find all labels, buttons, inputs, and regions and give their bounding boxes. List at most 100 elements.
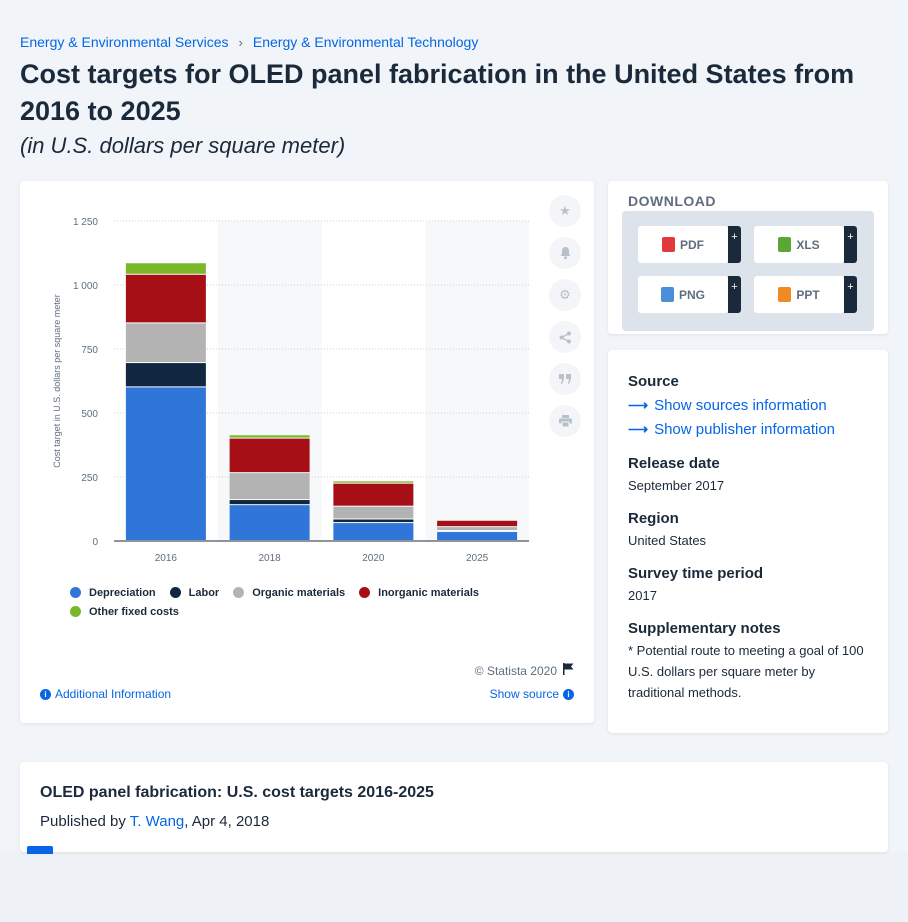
breadcrumb-item-technology[interactable]: Energy & Environmental Technology — [252, 34, 479, 50]
author-link[interactable]: T. Wang — [129, 813, 185, 830]
legend-dot — [359, 587, 371, 598]
share-icon[interactable] — [549, 321, 581, 353]
download-pdf-plus[interactable]: + — [728, 226, 741, 263]
arrow-right-icon: ⟶ — [628, 397, 649, 413]
download-png-plus[interactable]: + — [728, 276, 741, 313]
x-tick-label: 2016 — [155, 553, 178, 561]
page-subtitle: (in U.S. dollars per square meter) — [20, 133, 346, 158]
show-sources-label: Show sources information — [654, 397, 827, 414]
published-by-label: Published by — [40, 813, 130, 830]
legend-item[interactable]: Labor — [169, 586, 220, 599]
breadcrumb: Energy & Environmental Services › Energy… — [20, 34, 478, 50]
arrow-right-icon: ⟶ — [628, 421, 649, 437]
y-tick-label: 0 — [92, 537, 98, 548]
publication-title[interactable]: OLED panel fabrication: U.S. cost target… — [40, 784, 434, 801]
column-shade — [425, 221, 529, 541]
bar-segment-organic-materials — [125, 323, 206, 363]
legend-label: Other fixed costs — [89, 605, 179, 618]
legend-item[interactable]: Depreciation — [70, 586, 156, 599]
bell-icon[interactable] — [549, 237, 581, 269]
publication-thumbnail — [27, 846, 53, 854]
download-ppt-label: PPT — [796, 287, 820, 302]
legend-label: Labor — [188, 586, 220, 599]
bar-segment-labor — [229, 500, 310, 505]
print-icon[interactable] — [549, 405, 581, 437]
bar-segment-other-fixed-costs — [125, 263, 206, 274]
publication-card: OLED panel fabrication: U.S. cost target… — [20, 762, 888, 852]
info-icon: i — [40, 688, 51, 700]
survey-period-value: 2017 — [628, 588, 657, 603]
additional-information-link[interactable]: i Additional Information — [40, 687, 171, 701]
bottom-band — [0, 852, 908, 922]
y-tick-label: 250 — [81, 473, 98, 484]
download-ppt-button[interactable]: PPT — [754, 276, 844, 313]
pdf-file-icon — [662, 237, 675, 252]
png-file-icon — [660, 287, 674, 302]
x-tick-label: 2020 — [362, 553, 385, 561]
region-label: Region — [628, 510, 679, 527]
star-icon[interactable]: ★ — [549, 195, 581, 227]
bar-segment-labor — [125, 363, 206, 387]
download-card: DOWNLOAD PDF + XLS + PNG + PPT + — [608, 181, 888, 334]
download-box: PDF + XLS + PNG + PPT + — [622, 211, 874, 331]
download-xls-button[interactable]: XLS — [754, 226, 844, 263]
supplementary-notes-value: * Potential route to meeting a goal of 1… — [628, 643, 864, 700]
show-source-label: Show source — [489, 687, 559, 701]
bar-segment-depreciation — [333, 523, 414, 540]
legend-item[interactable]: Other fixed costs — [70, 605, 179, 618]
chart-legend: Depreciation Labor Organic materials Inorga… — [70, 586, 530, 618]
download-ppt-plus[interactable]: + — [844, 276, 857, 313]
download-xls-plus[interactable]: + — [844, 226, 857, 263]
bar-segment-other-fixed-costs — [229, 435, 310, 438]
y-axis-label: Cost target in U.S. dollars per square m… — [52, 294, 62, 468]
publication-date: , Apr 4, 2018 — [184, 813, 270, 830]
source-label: Source — [628, 373, 679, 390]
y-tick-label: 750 — [81, 345, 98, 356]
x-tick-label: 2025 — [466, 553, 489, 561]
release-date-value: September 2017 — [628, 478, 725, 493]
legend-label: Inorganic materials — [378, 586, 480, 599]
info-icon: i — [563, 688, 574, 700]
legend-label: Organic materials — [252, 586, 346, 599]
show-publisher-link[interactable]: ⟶ Show publisher information — [628, 421, 835, 438]
additional-information-label: Additional Information — [55, 687, 172, 701]
bar-segment-organic-materials — [437, 527, 518, 531]
bar-segment-inorganic-materials — [125, 274, 206, 323]
download-png-button[interactable]: PNG — [638, 276, 728, 313]
xls-file-icon — [778, 237, 792, 252]
flag-icon[interactable] — [563, 663, 574, 678]
bar-segment-depreciation — [437, 532, 518, 540]
legend-dot — [70, 606, 81, 617]
gear-icon[interactable]: ⚙ — [549, 279, 581, 311]
bar-segment-inorganic-materials — [229, 438, 310, 473]
survey-period-label: Survey time period — [628, 565, 764, 582]
copyright-notice: © Statista 2020 — [475, 663, 574, 678]
legend-dot — [169, 587, 181, 598]
legend-item[interactable]: Organic materials — [233, 586, 345, 599]
bar-segment-inorganic-materials — [333, 483, 414, 506]
download-title: DOWNLOAD — [628, 193, 716, 209]
show-sources-link[interactable]: ⟶ Show sources information — [628, 397, 827, 414]
legend-dot — [233, 587, 245, 598]
y-tick-label: 1 000 — [73, 281, 98, 292]
region-value: United States — [628, 533, 707, 548]
download-pdf-button[interactable]: PDF — [638, 226, 728, 263]
x-tick-label: 2018 — [259, 553, 282, 561]
page-title: Cost targets for OLED panel fabrication … — [20, 59, 855, 126]
show-source-link[interactable]: Show source i — [490, 687, 574, 701]
breadcrumb-item-services[interactable]: Energy & Environmental Services — [20, 34, 229, 50]
legend-label: Depreciation — [89, 586, 156, 599]
show-publisher-label: Show publisher information — [654, 421, 836, 438]
y-tick-label: 1 250 — [73, 217, 98, 228]
download-pdf-label: PDF — [680, 237, 704, 252]
bar-segment-other-fixed-costs — [333, 481, 414, 483]
bar-segment-organic-materials — [333, 506, 414, 519]
quote-icon[interactable] — [549, 363, 581, 395]
download-png-label: PNG — [678, 287, 705, 302]
source-info-card: Source ⟶ Show sources information ⟶ Show… — [608, 350, 888, 733]
release-date-label: Release date — [628, 455, 720, 472]
publication-byline: Published by T. Wang, Apr 4, 2018 — [40, 813, 269, 830]
legend-item[interactable]: Inorganic materials — [359, 586, 479, 599]
supplementary-notes-label: Supplementary notes — [628, 620, 781, 637]
chart-card: 0 250 500 750 1 000 1 250 Cost target in U.S. … — [20, 181, 594, 723]
